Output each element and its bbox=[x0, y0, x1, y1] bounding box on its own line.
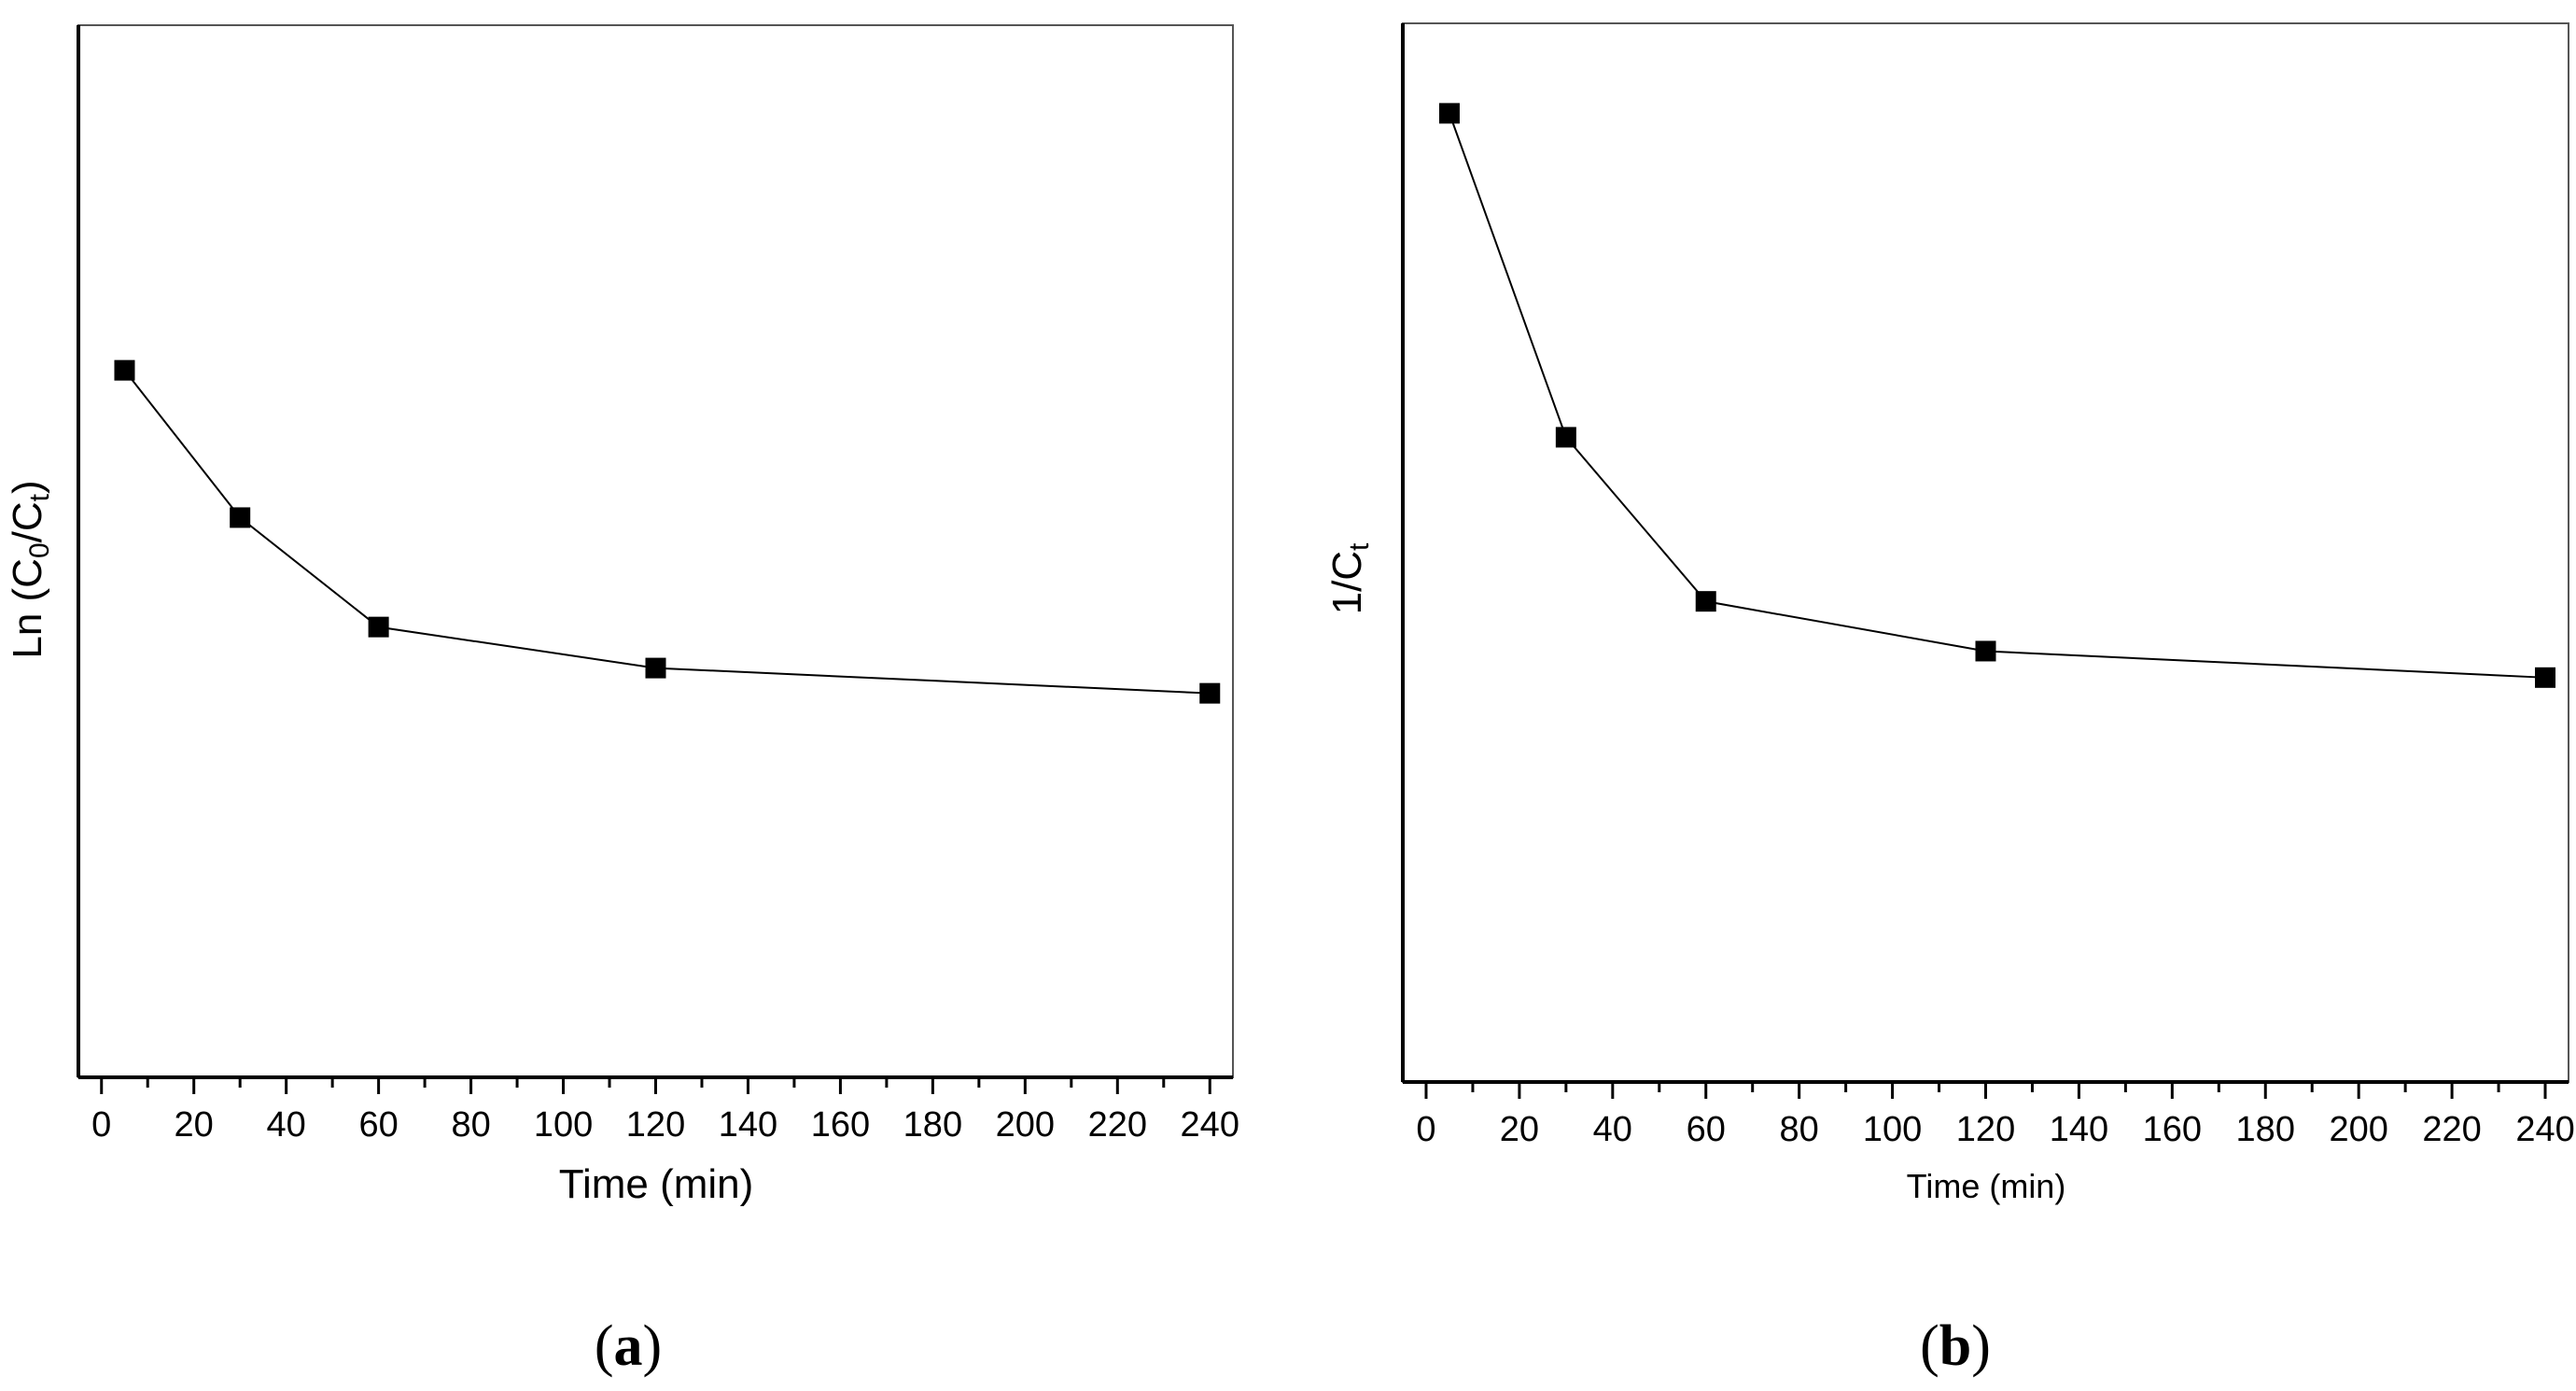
y-axis-label-b: 1/Ct bbox=[1324, 542, 1375, 614]
x-ticks-b bbox=[1424, 1082, 2547, 1099]
x-tick-label-b: 220 bbox=[2422, 1110, 2481, 1149]
data-point-a bbox=[368, 616, 389, 638]
x-tick-label-b: 120 bbox=[1956, 1110, 2015, 1149]
x-ticks-a bbox=[100, 1077, 1211, 1094]
panel-label-b: (b) bbox=[1920, 1314, 1991, 1378]
data-point-b bbox=[2535, 667, 2556, 688]
data-point-b bbox=[1555, 427, 1576, 448]
x-tick-label-b: 80 bbox=[1780, 1110, 1819, 1149]
x-tick-label-a: 240 bbox=[1181, 1105, 1239, 1145]
data-point-a bbox=[645, 657, 666, 679]
x-tick-label-b: 180 bbox=[2236, 1110, 2295, 1149]
panel-label-a: (a) bbox=[595, 1314, 662, 1378]
data-point-a bbox=[1199, 682, 1221, 704]
x-axis-label-a: Time (min) bbox=[559, 1161, 754, 1207]
y-axis-label-a: Ln (C0/Ct) bbox=[5, 480, 55, 658]
x-axis-label-b: Time (min) bbox=[1907, 1167, 2066, 1205]
x-tick-label-a: 40 bbox=[267, 1105, 306, 1145]
data-point-a bbox=[114, 359, 135, 381]
x-tick-label-a: 180 bbox=[903, 1105, 962, 1145]
x-tick-label-b: 40 bbox=[1593, 1110, 1632, 1149]
data-point-b bbox=[1695, 591, 1716, 612]
x-tick-label-a: 100 bbox=[534, 1105, 593, 1145]
x-tick-label-b: 100 bbox=[1863, 1110, 1922, 1149]
x-tick-label-a: 220 bbox=[1088, 1105, 1147, 1145]
series-markers-b bbox=[1438, 103, 2556, 688]
x-tick-label-b: 240 bbox=[2515, 1110, 2574, 1149]
x-tick-label-b: 160 bbox=[2143, 1110, 2202, 1149]
plot-frame-b bbox=[1402, 22, 2569, 1083]
data-point-a bbox=[230, 507, 251, 528]
x-tick-label-a: 80 bbox=[451, 1105, 490, 1145]
series-line-a bbox=[123, 370, 1211, 695]
x-tick-label-a: 160 bbox=[811, 1105, 870, 1145]
x-tick-labels-b: 0 20 40 60 80 100 120 140 160 180 200 220 240 bbox=[1416, 1110, 2574, 1149]
x-tick-label-b: 0 bbox=[1416, 1110, 1435, 1149]
data-point-b bbox=[1438, 103, 1460, 124]
chart-a: 0 20 40 60 80 100 120 140 160 180 200 220 240 Time (… bbox=[5, 24, 1239, 1378]
x-tick-label-a: 60 bbox=[358, 1105, 398, 1145]
series-line-b bbox=[1449, 113, 2546, 679]
x-tick-labels-a: 0 20 40 60 80 100 120 140 160 180 200 220 240 bbox=[91, 1105, 1239, 1145]
x-tick-label-b: 60 bbox=[1687, 1110, 1726, 1149]
x-tick-label-a: 0 bbox=[91, 1105, 111, 1145]
series-markers-a bbox=[114, 359, 1221, 704]
x-tick-label-b: 200 bbox=[2329, 1110, 2387, 1149]
plot-frame-a bbox=[77, 24, 1234, 1078]
x-tick-label-a: 20 bbox=[175, 1105, 214, 1145]
chart-b: 0 20 40 60 80 100 120 140 160 180 200 220 240 Time (… bbox=[1324, 22, 2575, 1378]
x-tick-label-b: 140 bbox=[2050, 1110, 2108, 1149]
data-point-b bbox=[1975, 640, 1996, 662]
x-tick-label-a: 200 bbox=[996, 1105, 1055, 1145]
x-tick-label-a: 120 bbox=[626, 1105, 685, 1145]
x-tick-label-a: 140 bbox=[719, 1105, 777, 1145]
x-tick-label-b: 20 bbox=[1500, 1110, 1539, 1149]
